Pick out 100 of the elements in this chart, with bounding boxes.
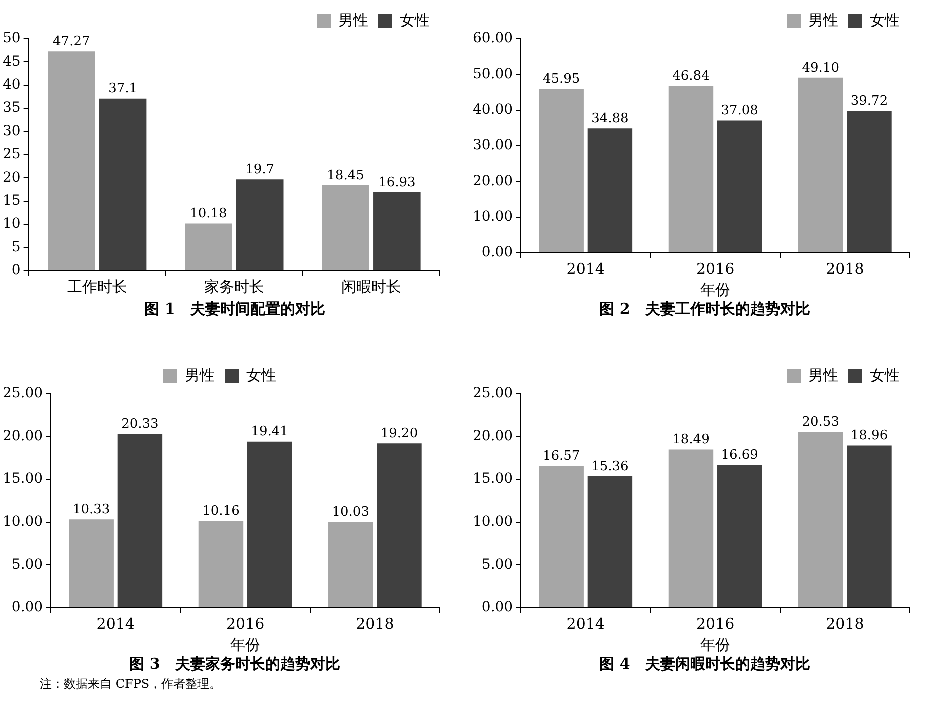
y-tick-label: 50 — [2, 30, 21, 47]
text: 图 3 夫妻家务时长的趋势对比 — [128, 655, 342, 674]
legend-label: 男性 — [808, 11, 838, 30]
legend-label: 女性 — [246, 366, 276, 384]
x-tick-label: 2014 — [566, 614, 605, 633]
y-tick-label: 15.00 — [2, 471, 44, 488]
y-tick-label: 45 — [2, 54, 21, 70]
y-tick-label: 20.00 — [472, 428, 514, 444]
y-tick-label: 15 — [2, 193, 21, 210]
bar — [185, 224, 232, 270]
data-label: 49.10 — [802, 60, 840, 76]
text: 图 1 夫妻时间配置的对比 — [144, 300, 326, 319]
data-label: 37.08 — [721, 104, 758, 119]
y-tick-label: 5.00 — [12, 556, 44, 573]
data-label: 45.95 — [542, 72, 580, 87]
y-tick-label: 25 — [2, 146, 21, 163]
x-tick-label: 2014 — [566, 260, 605, 278]
data-label: 18.49 — [672, 432, 710, 448]
data-label: 34.88 — [592, 111, 629, 126]
y-tick-label: 0.00 — [482, 600, 514, 616]
y-tick-label: 40.00 — [472, 102, 514, 118]
y-tick-label: 40 — [2, 77, 21, 94]
bar — [377, 444, 422, 608]
data-label: 15.36 — [592, 459, 629, 474]
y-tick-label: 10.00 — [472, 514, 514, 530]
x-tick-label: 2014 — [96, 614, 135, 633]
y-tick-label: 25.00 — [2, 386, 44, 402]
data-label: 18.45 — [327, 168, 364, 184]
bar — [247, 442, 292, 608]
x-tick-label: 家务时长 — [204, 278, 264, 296]
x-tick-label: 闲暇时长 — [341, 278, 402, 296]
y-tick-label: 30.00 — [472, 138, 514, 154]
y-tick-label: 60.00 — [472, 30, 514, 47]
bar — [48, 52, 96, 270]
bar — [118, 434, 163, 608]
x-tick-label: 2018 — [826, 260, 864, 278]
x-tick-label: 2018 — [826, 614, 864, 633]
y-tick-label: 0 — [12, 262, 21, 279]
data-label: 19.41 — [251, 424, 288, 440]
bar — [69, 520, 114, 608]
y-tick-label: 20.00 — [2, 428, 44, 444]
y-tick-label: 35 — [2, 100, 21, 116]
y-tick-label: 30 — [2, 123, 21, 140]
y-tick-label: 10.00 — [472, 208, 514, 225]
bar — [99, 98, 147, 270]
data-label: 10.33 — [72, 502, 110, 518]
data-label: 10.18 — [190, 206, 228, 222]
x-tick-label: 工作时长 — [67, 278, 128, 296]
y-tick-label: 20.00 — [472, 173, 514, 190]
x-tick-label: 2016 — [696, 260, 735, 278]
legend-label: 女性 — [870, 366, 900, 384]
data-label: 18.96 — [850, 428, 888, 444]
x-tick-label: 2018 — [356, 614, 394, 633]
text: 图 4 夫妻闲暇时长的趋势对比 — [598, 655, 812, 674]
y-tick-label: 10.00 — [2, 514, 44, 530]
legend-label: 女性 — [870, 11, 900, 30]
bar — [328, 522, 374, 608]
data-label: 16.69 — [721, 448, 758, 464]
y-tick-label: 25.00 — [472, 386, 514, 402]
data-label: 47.27 — [53, 34, 90, 50]
x-axis-title: 年份 — [700, 636, 731, 654]
y-tick-label: 10 — [2, 216, 21, 232]
y-tick-label: 50.00 — [472, 66, 514, 82]
bar — [374, 192, 421, 270]
text: 图 2 夫妻工作时长的趋势对比 — [598, 300, 812, 319]
data-label: 16.57 — [542, 449, 580, 464]
y-tick-label: 5.00 — [482, 556, 514, 573]
data-label: 19.7 — [246, 162, 275, 178]
data-label: 20.53 — [802, 415, 840, 430]
data-label: 20.33 — [122, 416, 159, 432]
bar — [798, 78, 844, 252]
data-label: 10.03 — [332, 505, 370, 520]
data-label: 16.93 — [378, 175, 416, 190]
data-label: 19.20 — [380, 426, 418, 442]
bar — [236, 180, 284, 270]
data-label: 39.72 — [850, 94, 888, 110]
bar — [322, 185, 370, 270]
y-tick-label: 0.00 — [482, 244, 514, 261]
x-axis-title: 年份 — [230, 636, 261, 654]
legend-label: 男性 — [338, 11, 368, 30]
bar — [539, 89, 584, 252]
y-tick-label: 0.00 — [12, 600, 44, 616]
x-axis-title: 年份 — [700, 280, 731, 299]
bar — [668, 86, 714, 252]
data-label: 10.16 — [202, 504, 240, 519]
text: 注：数据来自 CFPS，作者整理。 — [40, 676, 223, 693]
y-tick-label: 15.00 — [472, 471, 514, 488]
data-label: 37.1 — [108, 82, 138, 97]
legend-label: 男性 — [808, 366, 838, 384]
bar — [847, 111, 892, 252]
bar — [717, 120, 762, 252]
data-label: 46.84 — [672, 68, 710, 84]
bar — [588, 128, 633, 252]
y-tick-label: 5 — [12, 239, 21, 256]
bar — [198, 521, 244, 608]
y-tick-label: 20 — [2, 170, 21, 186]
legend-label: 女性 — [400, 11, 430, 30]
legend-label: 男性 — [185, 366, 215, 384]
x-tick-label: 2016 — [226, 614, 265, 633]
x-tick-label: 2016 — [696, 614, 735, 633]
